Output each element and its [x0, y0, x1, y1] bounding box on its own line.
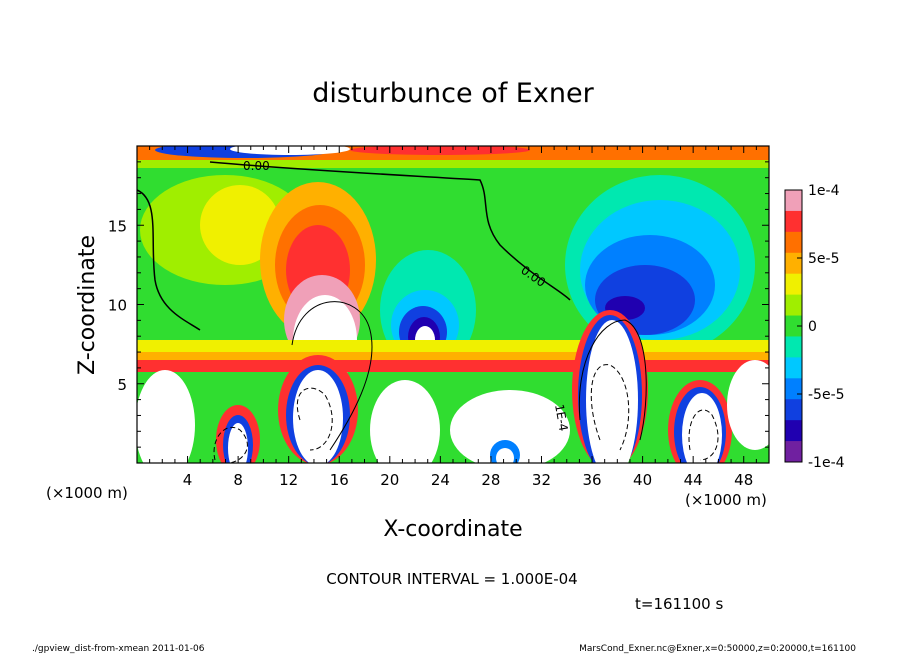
heatmap-field: 0.00 0.00 1E-4	[137, 146, 769, 463]
x-tick-label: 8	[233, 471, 243, 489]
colorbar-swatch	[785, 315, 802, 337]
colorbar-tick-label: -1e-4	[808, 455, 845, 471]
x-tick-label: 12	[279, 471, 298, 489]
x-tick-label: 24	[431, 471, 450, 489]
contour-label-3: 1E-4	[552, 403, 571, 432]
x-axis: 4 8 12 16 20 24 28 32 36 40 44 48	[149, 146, 757, 489]
x-tick-label: 32	[532, 471, 551, 489]
colorbar-swatch	[785, 252, 802, 275]
y-tick-label: 5	[117, 376, 127, 394]
footer-right: MarsCond_Exner.nc@Exner,x=0:50000,z=0:20…	[579, 644, 856, 654]
x-tick-label: 44	[684, 471, 703, 489]
colorbar-tick-label: -5e-5	[808, 387, 845, 403]
colorbar-swatch	[785, 378, 802, 400]
x-tick-label: 16	[330, 471, 349, 489]
x-tick-label: 4	[183, 471, 193, 489]
x-tick-label: 28	[481, 471, 500, 489]
time-text: t=161100 s	[635, 595, 723, 613]
colorbar-swatch	[785, 210, 802, 233]
x-unit-left: (×1000 m)	[46, 484, 128, 502]
colorbar-tick-label: 5e-5	[808, 251, 839, 267]
y-tick-label: 15	[108, 217, 127, 235]
footer-left: ./gpview_dist-from-xmean 2011-01-06	[32, 644, 205, 654]
colorbar: 1e-4 5e-5 0 -5e-5 -1e-4	[784, 183, 845, 471]
x-unit-right: (×1000 m)	[685, 491, 767, 509]
y-axis-label: Z-coordinate	[75, 235, 100, 375]
y-axis: 5 10 15	[108, 161, 769, 448]
colorbar-swatch	[785, 420, 802, 442]
colorbar-swatch	[785, 273, 802, 296]
x-tick-label: 20	[380, 471, 399, 489]
colorbar-swatch	[785, 357, 802, 379]
x-tick-label: 40	[633, 471, 652, 489]
contour-interval-text: CONTOUR INTERVAL = 1.000E-04	[326, 570, 577, 588]
colorbar-tick-label: 1e-4	[808, 183, 840, 199]
colorbar-tick-label: 0	[808, 319, 817, 335]
colorbar-swatch	[785, 441, 802, 463]
x-tick-label: 36	[582, 471, 601, 489]
y-tick-label: 10	[108, 297, 127, 315]
colorbar-swatch	[785, 399, 802, 421]
colorbar-swatch	[785, 336, 802, 358]
x-axis-label: X-coordinate	[383, 517, 522, 542]
colorbar-swatch	[785, 294, 802, 317]
contour-label-1: 0.00	[243, 159, 270, 173]
colorbar-swatch	[785, 190, 802, 212]
colorbar-swatch	[785, 231, 802, 254]
x-tick-label: 48	[734, 471, 753, 489]
chart-title: disturbunce of Exner	[312, 78, 594, 109]
